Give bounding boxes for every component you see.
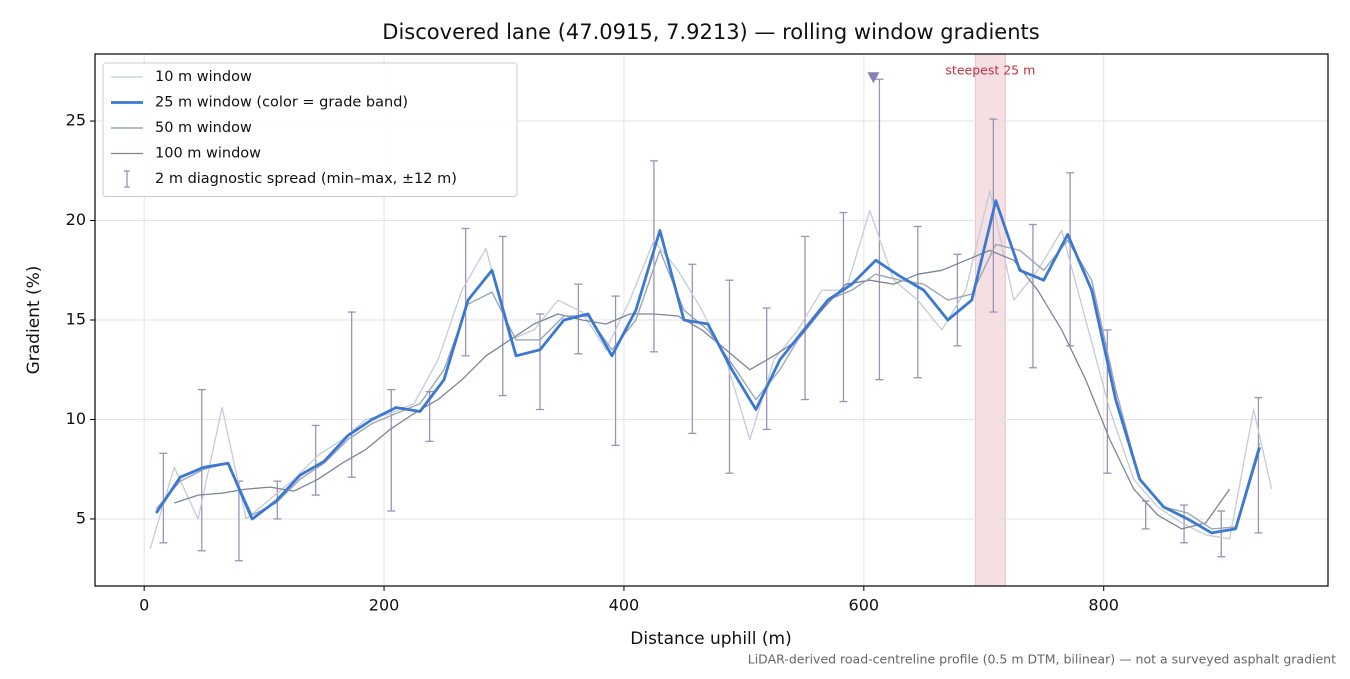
y-tick-label: 20 <box>66 210 86 229</box>
clipped-marker <box>867 72 880 84</box>
legend: 10 m window 25 m window (color = grade ba… <box>102 62 518 197</box>
y-tick-label: 15 <box>66 310 86 329</box>
y-tick-label: 10 <box>66 409 86 428</box>
x-tick-label: 200 <box>369 596 400 615</box>
plot-frame <box>94 53 1329 587</box>
legend-label: 2 m diagnostic spread (min–max, ±12 m) <box>155 171 457 187</box>
y-tick-label: 5 <box>76 508 86 527</box>
legend-label: 25 m window (color = grade band) <box>155 95 408 111</box>
x-tick-label: 0 <box>139 596 149 615</box>
series-line <box>155 199 1261 535</box>
x-tick-label: 400 <box>609 596 640 615</box>
x-tick-label: 800 <box>1088 596 1119 615</box>
legend-label: 10 m window <box>155 69 252 85</box>
legend-label: 50 m window <box>155 120 252 136</box>
y-tick-label: 25 <box>66 111 86 130</box>
highlight-label: steepest 25 m <box>945 63 1035 78</box>
legend-label: 100 m window <box>155 146 261 162</box>
series-line <box>173 249 1231 530</box>
x-tick-label: 600 <box>849 596 880 615</box>
chart-title: Discovered lane (47.0915, 7.9213) — roll… <box>382 20 1039 44</box>
y-axis-label: Gradient (%) <box>24 266 44 375</box>
footnote: LiDAR-derived road-centreline profile (0… <box>748 652 1336 667</box>
x-axis-label: Distance uphill (m) <box>630 629 791 649</box>
legend-box <box>102 62 518 197</box>
